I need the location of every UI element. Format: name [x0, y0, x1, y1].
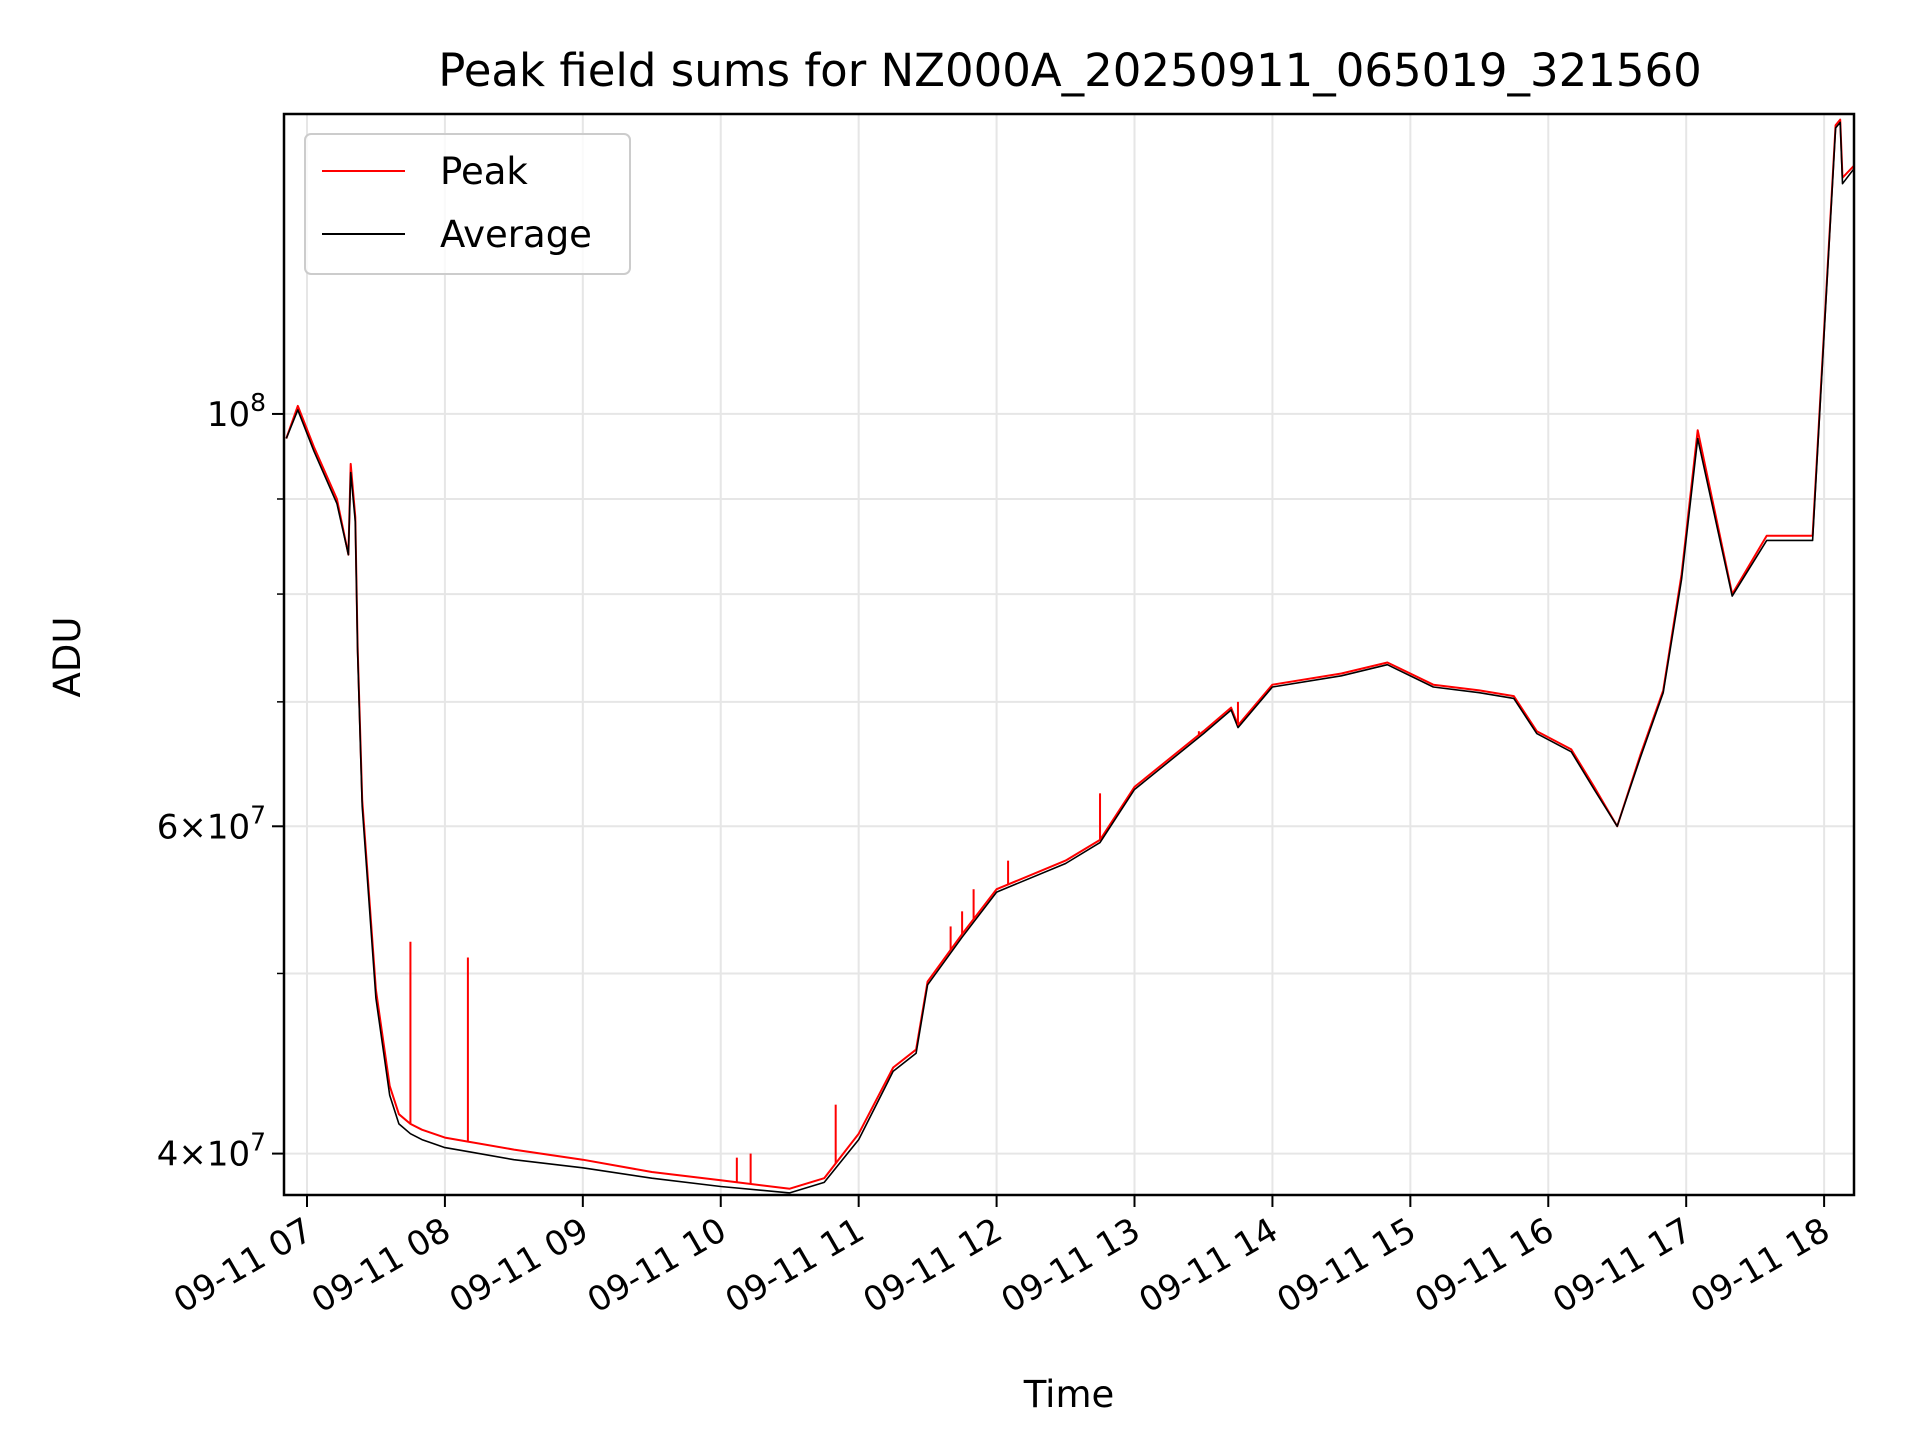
plot-lines	[285, 118, 1855, 1194]
y-tick-label: 4×107	[157, 1128, 266, 1175]
legend: Peak Average	[304, 133, 631, 275]
y-tick-label: 6×107	[157, 800, 266, 847]
chart-title: Peak field sums for NZ000A_20250911_0650…	[438, 44, 1702, 97]
plot-frame	[282, 112, 1856, 1197]
x-axis-label: Time	[1023, 1373, 1115, 1416]
legend-box	[304, 133, 631, 275]
grid	[284, 114, 1854, 1195]
y-axis-label: ADU	[46, 617, 89, 698]
series-line-average	[285, 121, 1855, 1194]
legend-label-peak: Peak	[440, 150, 528, 193]
legend-label-average: Average	[440, 213, 592, 256]
